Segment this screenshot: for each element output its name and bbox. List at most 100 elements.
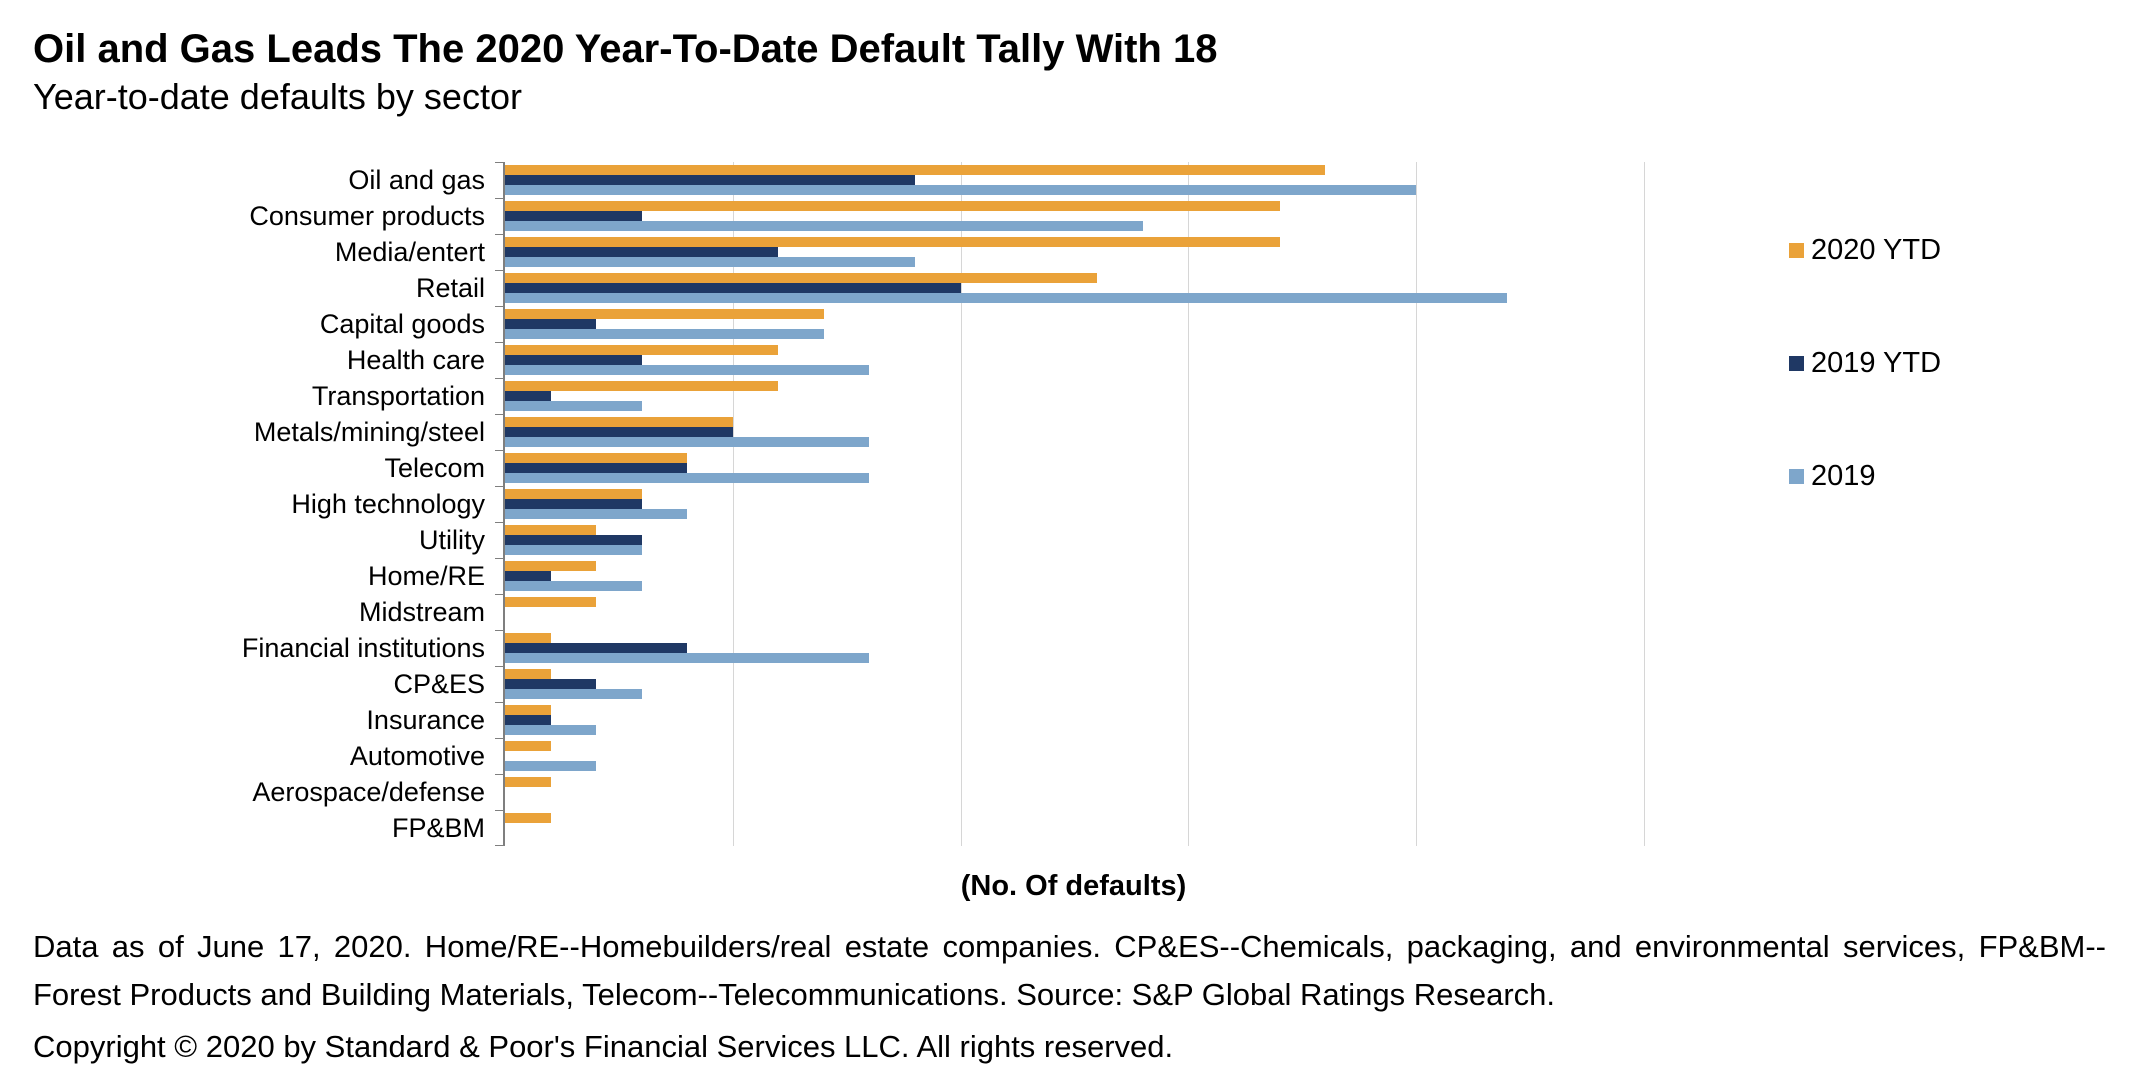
category-label-fp-bm: FP&BM xyxy=(391,813,485,844)
bar-2019-ytd-capital-goods xyxy=(505,319,597,330)
axis-tick xyxy=(495,738,505,740)
axis-tick xyxy=(495,702,505,704)
axis-tick xyxy=(495,558,505,560)
bar-group-retail xyxy=(505,270,1644,306)
category-label-automotive: Automotive xyxy=(349,741,485,772)
axis-tick xyxy=(495,810,505,812)
axis-tick xyxy=(495,270,505,272)
category-label-midstream: Midstream xyxy=(358,597,485,628)
bar-group-insurance xyxy=(505,702,1644,738)
bar-rows xyxy=(505,162,1644,846)
category-label-oil-and-gas: Oil and gas xyxy=(348,165,485,196)
legend-swatch-icon xyxy=(1789,469,1804,485)
legend-label: 2020 YTD xyxy=(1811,234,1942,267)
bar-2020-ytd-transportation xyxy=(505,381,779,392)
axis-tick xyxy=(495,306,505,308)
bar-2020-ytd-home-re xyxy=(505,561,597,572)
legend-swatch-icon xyxy=(1789,356,1804,372)
bar-2020-ytd-oil-and-gas xyxy=(505,165,1326,176)
bar-chart: Oil and gas Consumer products Media/entert… xyxy=(33,162,2106,847)
bar-2019-consumer-products xyxy=(505,221,1143,232)
bar-2019-telecom xyxy=(505,473,870,484)
bar-2020-ytd-consumer-products xyxy=(505,201,1280,212)
category-label-high-technology: High technology xyxy=(291,489,485,520)
bar-2019-metals-mining-steel xyxy=(505,437,870,448)
plot-area xyxy=(495,162,1645,847)
legend-item-2020-ytd: 2020 YTD xyxy=(1789,234,1941,267)
category-label-transportation: Transportation xyxy=(311,381,485,412)
axis-tick xyxy=(495,198,505,200)
bar-group-media-entert xyxy=(505,234,1644,270)
bar-2020-ytd-metals-mining-steel xyxy=(505,417,733,428)
bar-group-midstream xyxy=(505,594,1644,630)
bar-group-cp-es xyxy=(505,666,1644,702)
bar-group-automotive xyxy=(505,738,1644,774)
category-label-aerospace-defense: Aerospace/defense xyxy=(252,777,485,808)
category-label-retail: Retail xyxy=(415,273,485,304)
bar-2019-home-re xyxy=(505,581,642,592)
bar-2019-media-entert xyxy=(505,257,916,268)
category-label-telecom: Telecom xyxy=(384,453,485,484)
bar-2019-ytd-health-care xyxy=(505,355,642,366)
bar-2020-ytd-cp-es xyxy=(505,669,551,680)
gridline-5 xyxy=(732,162,734,847)
gridline-10 xyxy=(960,162,962,847)
axis-tick xyxy=(495,234,505,236)
category-label-health-care: Health care xyxy=(346,345,485,376)
bar-2020-ytd-health-care xyxy=(505,345,779,356)
bar-2019-ytd-transportation xyxy=(505,391,551,402)
bar-2020-ytd-fp-bm xyxy=(505,813,551,824)
category-label-financial-institutions: Financial institutions xyxy=(241,633,485,664)
category-label-insurance: Insurance xyxy=(366,705,485,736)
category-label-media-entert: Media/entert xyxy=(334,237,485,268)
bar-group-health-care xyxy=(505,342,1644,378)
bar-group-fp-bm xyxy=(505,810,1644,846)
bar-2019-health-care xyxy=(505,365,870,376)
gridline-20 xyxy=(1416,162,1418,847)
footnote-text: Data as of June 17, 2020. Home/RE--Homeb… xyxy=(33,929,2106,1013)
category-label-utility: Utility xyxy=(419,525,485,556)
bar-2020-ytd-utility xyxy=(505,525,597,536)
gridline-15 xyxy=(1188,162,1190,847)
bar-2019-ytd-home-re xyxy=(505,571,551,582)
bar-2020-ytd-midstream xyxy=(505,597,597,608)
bar-2019-ytd-media-entert xyxy=(505,247,779,258)
bar-2019-ytd-high-technology xyxy=(505,499,642,510)
legend-label: 2019 YTD xyxy=(1811,347,1942,380)
bar-2019-insurance xyxy=(505,725,597,736)
bar-2020-ytd-telecom xyxy=(505,453,688,464)
bar-2020-ytd-aerospace-defense xyxy=(505,777,551,788)
bar-2019-oil-and-gas xyxy=(505,185,1417,196)
bar-group-oil-and-gas xyxy=(505,162,1644,198)
bar-group-financial-institutions xyxy=(505,630,1644,666)
category-label-home-re: Home/RE xyxy=(367,561,485,592)
bar-2019-ytd-metals-mining-steel xyxy=(505,427,733,438)
axis-tick xyxy=(495,774,505,776)
axis-tick xyxy=(495,522,505,524)
x-axis-title: (No. Of defaults) xyxy=(960,870,1187,903)
bar-group-telecom xyxy=(505,450,1644,486)
bar-2020-ytd-media-entert xyxy=(505,237,1280,248)
bar-2020-ytd-insurance xyxy=(505,705,551,716)
footnotes: Data as of June 17, 2020. Home/RE--Homeb… xyxy=(33,923,2106,1071)
bar-2019-ytd-consumer-products xyxy=(505,211,642,222)
bar-group-aerospace-defense xyxy=(505,774,1644,810)
axis-tick xyxy=(495,342,505,344)
bar-2019-transportation xyxy=(505,401,642,412)
bar-group-transportation xyxy=(505,378,1644,414)
bar-2020-ytd-financial-institutions xyxy=(505,633,551,644)
bar-group-home-re xyxy=(505,558,1644,594)
copyright-text: Copyright © 2020 by Standard & Poor's Fi… xyxy=(33,1029,1174,1065)
axis-tick xyxy=(495,414,505,416)
bar-2020-ytd-capital-goods xyxy=(505,309,824,320)
category-label-capital-goods: Capital goods xyxy=(319,309,485,340)
axis-tick xyxy=(495,486,505,488)
bar-2019-capital-goods xyxy=(505,329,824,340)
bar-2019-ytd-retail xyxy=(505,283,961,294)
axis-tick xyxy=(495,630,505,632)
axis-tick xyxy=(495,845,505,847)
axis-tick xyxy=(495,594,505,596)
bar-2020-ytd-high-technology xyxy=(505,489,642,500)
gridline-25 xyxy=(1644,162,1645,847)
bar-group-high-technology xyxy=(505,486,1644,522)
